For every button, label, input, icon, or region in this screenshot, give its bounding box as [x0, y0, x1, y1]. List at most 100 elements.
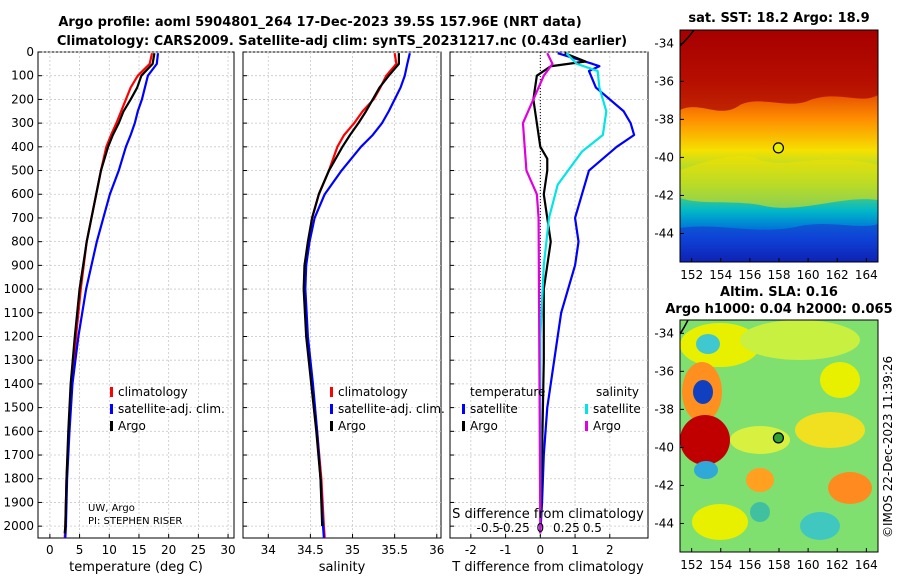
legend-argo-swatch [110, 421, 113, 431]
legend-satellite-swatch [110, 404, 113, 414]
lon-tick-label: 158 [768, 558, 791, 572]
lon-tick-label: 156 [738, 558, 761, 572]
lon-tick-label: 162 [826, 558, 849, 572]
sla-map: Altim. SLA: 0.16 Argo h1000: 0.04 h2000:… [654, 285, 892, 572]
series-line-satellite-adj-clim- [64, 53, 160, 539]
sla-blob [692, 504, 748, 540]
lon-tick-label: 152 [680, 268, 703, 282]
salinity-xlabel: salinity [319, 560, 366, 575]
depth-tick-label: 100 [11, 69, 34, 83]
depth-tick-label: 0 [26, 45, 34, 59]
lat-tick-label: -34 [654, 326, 674, 340]
x-tick-label: 34.5 [297, 543, 324, 557]
lon-tick-label: 162 [826, 268, 849, 282]
lat-tick-label: -44 [654, 516, 674, 530]
sst-map: sat. SST: 18.2 Argo: 18.9 152 154 156 158 16… [654, 11, 879, 282]
depth-tick-label: 1000 [3, 282, 34, 296]
sla-blob [696, 334, 720, 354]
depth-tick-label: 900 [11, 258, 34, 272]
depth-tick-label: 1300 [3, 353, 34, 367]
plot-title-line2: Climatology: CARS2009. Satellite-adj cli… [57, 34, 627, 49]
series-line-s-argo [521, 52, 554, 534]
s-tick-label: -0.25 [499, 521, 530, 535]
depth-tick-label: 600 [11, 187, 34, 201]
x-tick-label: 35 [345, 543, 360, 557]
lon-tick-label: 160 [797, 268, 820, 282]
lat-tick-label: -36 [654, 74, 674, 88]
series-line-satellite-adj-clim- [304, 52, 411, 539]
x-tick-label: 0 [46, 543, 54, 557]
difference-legend: temperature salinity satellite Argo sate… [462, 385, 641, 433]
depth-tick-label: 1600 [3, 424, 34, 438]
depth-tick-label: 200 [11, 92, 34, 106]
series-line-t-argo [532, 52, 587, 534]
depth-tick-label: 300 [11, 116, 34, 130]
sla-map-subtitle: Argo h1000: 0.04 h2000: 0.065 [665, 302, 892, 317]
lat-tick-label: -36 [654, 364, 674, 378]
sla-blob [828, 472, 872, 504]
lat-tick-label: -42 [654, 478, 674, 492]
salinity-grid [243, 51, 441, 538]
salinity-x-ticks: 34 34.5 35 35.5 36 [261, 543, 445, 557]
difference-grid [450, 51, 648, 538]
x-tick-label: 5 [76, 543, 84, 557]
legend-s-satellite-label: satellite [593, 402, 641, 416]
depth-tick-label: 500 [11, 164, 34, 178]
legend-satellite-label: satellite-adj. clim. [338, 402, 445, 416]
legend-climatology-label: climatology [118, 385, 188, 399]
s-tick-label: -0.5 [476, 521, 499, 535]
legend-t-satellite-swatch [462, 404, 465, 414]
salinity-series [302, 52, 411, 539]
sst-coastline [680, 30, 695, 47]
sla-lon-ticks: 152 154 156 158 160 162 164 [680, 548, 878, 572]
s-tick-label: 0 [536, 521, 544, 535]
sla-lat-ticks: -34 -36 -38 -40 -42 -44 [654, 326, 684, 530]
legend-climatology-label: climatology [338, 385, 408, 399]
series-line-s-satellite [539, 52, 608, 534]
x-tick-label: 34 [261, 543, 276, 557]
sla-blob [795, 412, 865, 448]
credit-line1: UW, Argo [88, 503, 135, 514]
x-tick-label: 10 [102, 543, 117, 557]
sla-coastline [680, 320, 689, 335]
x-tick-label: -1 [500, 543, 512, 557]
lat-tick-label: -38 [654, 112, 674, 126]
sla-blob [693, 380, 713, 404]
lon-tick-label: 158 [768, 268, 791, 282]
s-tick-label: 0.5 [583, 521, 602, 535]
salinity-panel: 34 34.5 35 35.5 36 salinity climatology sate… [242, 51, 445, 575]
lon-tick-label: 164 [855, 558, 878, 572]
difference-axes-frame [449, 51, 649, 539]
depth-tick-label: 800 [11, 235, 34, 249]
difference-x-ticks: -2 -1 0 1 2 [465, 543, 614, 557]
lon-tick-label: 152 [680, 558, 703, 572]
legend-s-argo-swatch [585, 421, 588, 431]
x-tick-label: 35.5 [381, 543, 408, 557]
lat-tick-label: -40 [654, 440, 674, 454]
x-tick-label: 15 [131, 543, 146, 557]
legend-argo-label: Argo [338, 419, 366, 433]
sst-argo-position-marker [772, 142, 785, 154]
lat-tick-label: -34 [654, 36, 674, 50]
series-line-t-satellite [539, 52, 636, 534]
sla-blob [680, 323, 760, 367]
sla-blob [750, 502, 770, 522]
x-tick-label: 36 [429, 543, 444, 557]
lat-tick-label: -42 [654, 188, 674, 202]
legend-t-satellite-label: satellite [470, 402, 518, 416]
lon-tick-label: 160 [797, 558, 820, 572]
depth-tick-label: 1200 [3, 329, 34, 343]
legend-temperature-header: temperature [470, 385, 545, 399]
depth-y-ticks: 0 100 200 300 400 500 600 700 800 900 1000 1100 1200… [3, 45, 34, 533]
x-tick-label: 30 [220, 543, 235, 557]
legend-argo-swatch [330, 421, 333, 431]
x-tick-label: 0 [536, 543, 544, 557]
temperature-panel: 0 5 10 15 20 25 30 temperature (deg C) climato… [37, 51, 236, 575]
legend-s-argo-label: Argo [593, 419, 621, 433]
depth-tick-label: 1400 [3, 377, 34, 391]
plot-title-line1: Argo profile: aoml 5904801_264 17-Dec-20… [58, 15, 581, 30]
sst-lat-ticks: -34 -36 -38 -40 -42 -44 [654, 36, 684, 240]
lon-tick-label: 154 [709, 558, 732, 572]
series-line-argo [63, 53, 156, 534]
